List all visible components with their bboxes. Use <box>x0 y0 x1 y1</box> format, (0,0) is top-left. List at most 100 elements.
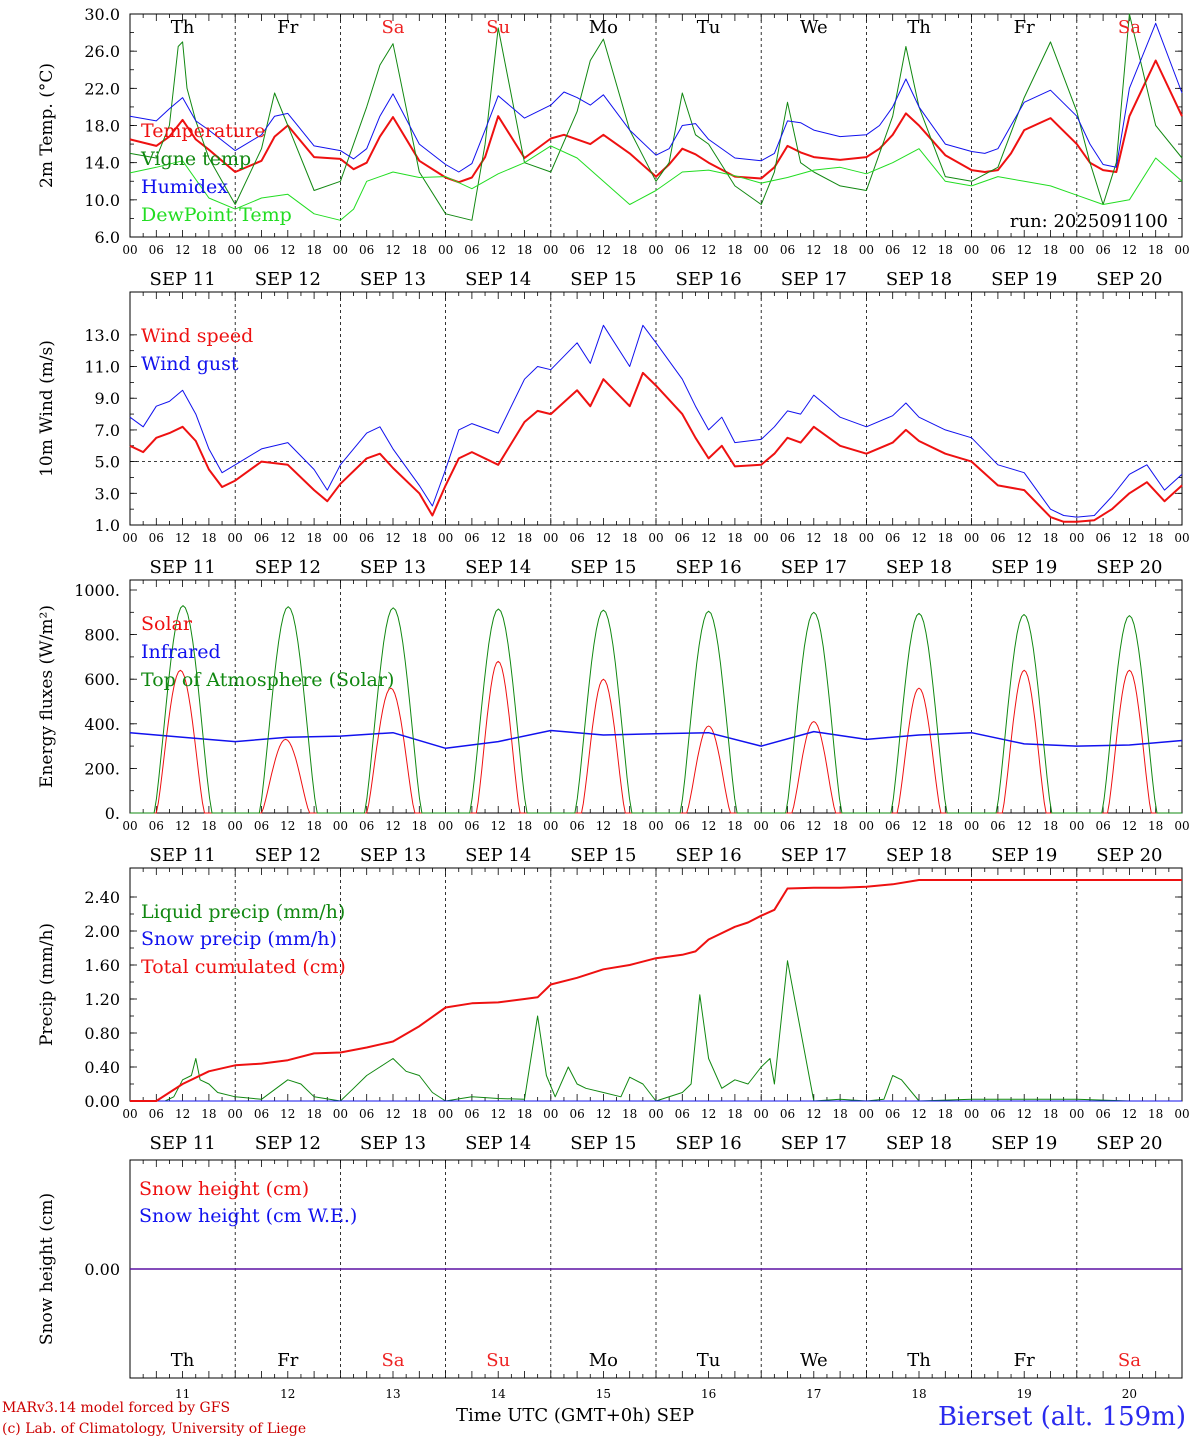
x-hour-label: 18 <box>1148 1107 1163 1121</box>
x-hour-label: 00 <box>228 531 243 545</box>
day-number-label: 18 <box>911 1387 926 1401</box>
legend-entry: Snow height (cm) <box>139 1178 309 1200</box>
x-hour-label: 18 <box>622 819 637 833</box>
x-hour-label: 12 <box>385 1107 400 1121</box>
x-hour-label: 18 <box>832 531 847 545</box>
x-hour-label: 18 <box>832 243 847 257</box>
x-hour-label: 12 <box>280 531 295 545</box>
weekday-label: Sa <box>1118 17 1141 38</box>
x-hour-label: 06 <box>885 819 900 833</box>
x-date-label: SEP 12 <box>255 557 321 578</box>
y-tick-label: 1000. <box>74 581 120 600</box>
x-hour-label: 12 <box>280 819 295 833</box>
x-hour-label: 06 <box>149 819 164 833</box>
x-hour-label: 18 <box>727 243 742 257</box>
x-date-label: SEP 11 <box>149 557 215 578</box>
x-hour-label: 00 <box>1069 243 1084 257</box>
x-hour-label: 18 <box>517 531 532 545</box>
legend-entry: Wind speed <box>141 325 253 347</box>
x-hour-label: 18 <box>1148 531 1163 545</box>
x-hour-label: 18 <box>201 1107 216 1121</box>
y-tick-label: 1.20 <box>84 990 120 1009</box>
x-hour-label: 00 <box>754 531 769 545</box>
series-line-liquid-precip-mm-h- <box>130 960 1182 1102</box>
x-hour-label: 06 <box>990 819 1005 833</box>
x-hour-label: 06 <box>359 243 374 257</box>
x-date-label: SEP 19 <box>991 845 1057 866</box>
x-date-label: SEP 13 <box>360 1133 426 1154</box>
model-credit: MARv3.14 model forced by GFS <box>2 1400 231 1416</box>
x-hour-label: 18 <box>938 531 953 545</box>
x-hour-label: 12 <box>806 243 821 257</box>
x-hour-label: 06 <box>569 243 584 257</box>
series-line-total-cumulated-cm- <box>130 879 1182 1102</box>
x-date-label: SEP 18 <box>886 269 952 290</box>
legend-entry: Humidex <box>141 176 228 198</box>
x-hour-label: 12 <box>911 819 926 833</box>
weekday-label: Th <box>171 17 195 38</box>
x-hour-label: 00 <box>438 243 453 257</box>
x-date-label: SEP 18 <box>886 557 952 578</box>
x-hour-label: 18 <box>938 1107 953 1121</box>
x-hour-label: 06 <box>359 819 374 833</box>
x-hour-label: 06 <box>780 243 795 257</box>
x-hour-label: 00 <box>543 243 558 257</box>
weekday-label: Fr <box>277 17 298 38</box>
x-date-label: SEP 15 <box>570 269 636 290</box>
x-hour-label: 00 <box>648 531 663 545</box>
x-hour-label: 06 <box>149 1107 164 1121</box>
x-hour-label: 00 <box>964 819 979 833</box>
y-tick-label: 400. <box>84 715 120 734</box>
weekday-label: Th <box>171 1350 195 1371</box>
x-hour-label: 12 <box>175 243 190 257</box>
x-hour-label: 12 <box>1122 1107 1137 1121</box>
x-hour-label: 00 <box>1069 819 1084 833</box>
x-hour-label: 12 <box>806 1107 821 1121</box>
day-number-label: 12 <box>280 1387 295 1401</box>
x-hour-label: 18 <box>938 819 953 833</box>
x-date-label: SEP 14 <box>465 845 531 866</box>
weekday-label: Sa <box>381 1350 404 1371</box>
y-tick-label: 1.60 <box>84 956 120 975</box>
x-hour-label: 18 <box>412 531 427 545</box>
x-hour-label: 00 <box>438 1107 453 1121</box>
x-date-label: SEP 20 <box>1096 1133 1162 1154</box>
weekday-label: Su <box>486 17 510 38</box>
y-tick-label: 1.0 <box>95 516 120 535</box>
y-tick-label: 0.00 <box>84 1260 120 1279</box>
x-hour-label: 06 <box>464 243 479 257</box>
x-hour-label: 12 <box>175 819 190 833</box>
x-hour-label: 06 <box>569 1107 584 1121</box>
x-hour-label: 12 <box>175 531 190 545</box>
x-hour-label: 00 <box>859 243 874 257</box>
series-line-temperature <box>129 59 1183 184</box>
x-hour-label: 00 <box>1174 243 1189 257</box>
x-hour-label: 18 <box>622 1107 637 1121</box>
x-hour-label: 12 <box>385 243 400 257</box>
x-hour-label: 00 <box>333 531 348 545</box>
x-hour-label: 12 <box>701 819 716 833</box>
x-date-label: SEP 17 <box>781 1133 847 1154</box>
x-hour-label: 18 <box>727 1107 742 1121</box>
y-tick-label: 5.0 <box>95 453 120 472</box>
x-hour-label: 18 <box>412 243 427 257</box>
x-date-label: SEP 12 <box>255 1133 321 1154</box>
x-hour-label: 12 <box>1122 819 1137 833</box>
y-tick-label: 600. <box>84 670 120 689</box>
day-number-label: 19 <box>1017 1387 1032 1401</box>
y-tick-label: 11.0 <box>84 358 120 377</box>
lab-credit: (c) Lab. of Climatology, University of L… <box>2 1421 307 1437</box>
x-hour-label: 12 <box>280 1107 295 1121</box>
x-date-label: SEP 19 <box>991 269 1057 290</box>
y-axis-label: Energy fluxes (W/m²) <box>37 605 57 788</box>
x-hour-label: 00 <box>859 531 874 545</box>
x-hour-label: 06 <box>1095 1107 1110 1121</box>
x-date-label: SEP 17 <box>781 557 847 578</box>
x-date-label: SEP 11 <box>149 269 215 290</box>
y-tick-label: 6.0 <box>95 228 120 247</box>
x-hour-label: 18 <box>306 1107 321 1121</box>
weekday-label: Th <box>907 1350 931 1371</box>
y-axis-label: 2m Temp. (°C) <box>37 63 57 188</box>
x-hour-label: 18 <box>1043 819 1058 833</box>
x-hour-label: 12 <box>1017 1107 1032 1121</box>
